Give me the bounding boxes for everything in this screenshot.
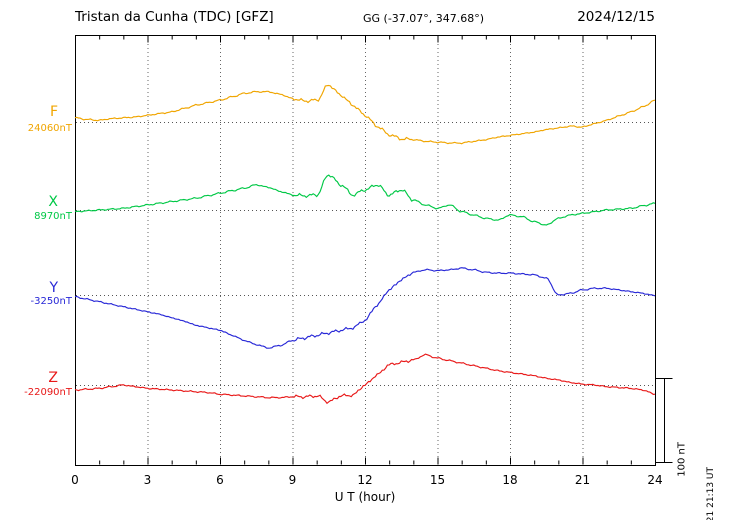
station-title: Tristan da Cunha (TDC) [GFZ] [75, 9, 274, 25]
plotted-at-note: Plotted at 2024/12/21 21:13 UT [706, 467, 716, 520]
trace-X [74, 174, 656, 226]
x-tick-label: 3 [144, 473, 152, 487]
channel-baseline-X: 8970nT [34, 211, 72, 222]
x-tick-label: 18 [502, 473, 517, 487]
x-tick-label: 6 [216, 473, 224, 487]
trace-Y [74, 267, 656, 349]
x-tick-label: 12 [357, 473, 372, 487]
x-tick-label: 21 [575, 473, 590, 487]
x-tick-label: 24 [647, 473, 662, 487]
x-tick-label: 9 [289, 473, 297, 487]
trace-Z [74, 353, 656, 405]
channel-label-X: X [48, 194, 58, 210]
x-tick-label: 15 [430, 473, 445, 487]
plot-date: 2024/12/15 [577, 9, 655, 25]
geographic-coords: GG (-37.07°, 347.68°) [363, 12, 485, 25]
x-axis-title: U T (hour) [334, 490, 396, 504]
channel-label-Y: Y [49, 280, 58, 296]
scale-bar-label: 100 nT [677, 442, 688, 477]
channel-baseline-Z: -22090nT [24, 387, 72, 398]
x-tick-label: 0 [71, 473, 79, 487]
channel-label-Z: Z [48, 370, 58, 386]
channel-baseline-Y: -3250nT [30, 296, 72, 307]
channel-baseline-F: 24060nT [27, 123, 72, 134]
trace-F [74, 84, 656, 145]
channel-label-F: F [49, 104, 58, 120]
